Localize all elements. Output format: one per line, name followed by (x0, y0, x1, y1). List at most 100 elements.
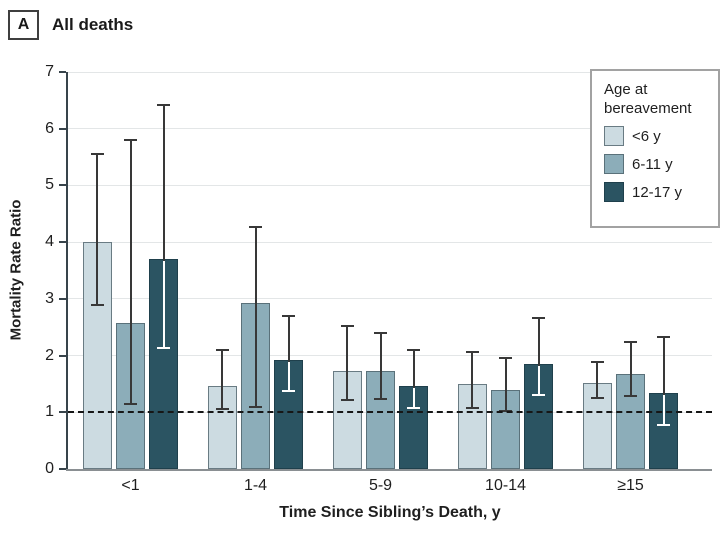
error-cap-bottom (340, 399, 354, 402)
y-axis-line (66, 72, 68, 471)
y-tick-0 (59, 468, 66, 470)
y-tick-3 (59, 297, 66, 300)
y-tick-label-0: 0 (45, 460, 54, 477)
error-cap-bottom (157, 347, 171, 350)
error-whisker-inside-bar (412, 387, 415, 409)
error-cap-top (124, 139, 137, 142)
legend-title: Age at bereavement (604, 81, 692, 117)
y-tick-2 (59, 354, 66, 357)
x-category-label-2: 5-9 (368, 477, 393, 494)
legend-item-2: 12-17 y (604, 182, 708, 202)
error-cap-top (374, 331, 387, 334)
x-axis-line (66, 469, 712, 471)
error-whisker (346, 326, 349, 401)
error-whisker (596, 362, 599, 398)
error-whisker (662, 337, 665, 425)
bar-12-17y-1 (274, 359, 304, 469)
error-cap-bottom (590, 396, 604, 399)
y-tick-5 (59, 184, 66, 187)
error-cap-top (590, 361, 604, 364)
y-tick-label-2: 2 (45, 346, 54, 364)
error-cap-top (282, 314, 296, 317)
error-cap-top (157, 103, 171, 106)
y-tick-4 (59, 241, 66, 244)
legend-swatch-2 (604, 182, 624, 202)
legend-item-1: 6-11 y (604, 154, 708, 174)
error-cap-bottom (532, 394, 546, 397)
gridline-y-3 (68, 298, 712, 300)
gridline-y-6 (68, 128, 712, 130)
error-cap-bottom (499, 409, 512, 412)
gridline-y-4 (68, 241, 712, 243)
error-cap-bottom (90, 303, 104, 306)
error-cap-bottom (624, 395, 637, 398)
gridline-y-2 (68, 355, 712, 357)
error-cap-top (249, 225, 262, 228)
error-whisker-inside-bar (537, 366, 540, 397)
legend-swatch-1 (604, 154, 624, 174)
legend-item-label-0: <6 y (632, 127, 661, 145)
legend-item-0: <6 y (604, 126, 708, 146)
y-tick-label-6: 6 (45, 119, 54, 137)
y-tick-1 (59, 411, 66, 414)
bar-<6y-2 (332, 370, 362, 469)
error-cap-bottom (215, 408, 229, 411)
error-whisker (412, 349, 415, 408)
error-cap-top (532, 317, 546, 320)
error-cap-bottom (124, 402, 137, 405)
x-category-label-1: 1-4 (243, 477, 268, 494)
error-cap-bottom (657, 423, 671, 426)
error-cap-top (624, 340, 637, 343)
x-axis-title: Time Since Sibling’s Death, y (279, 504, 501, 521)
error-cap-top (90, 153, 104, 156)
y-tick-6 (59, 127, 66, 130)
error-cap-bottom (249, 405, 262, 408)
error-cap-top (657, 336, 671, 339)
gridline-y-5 (68, 184, 712, 186)
y-tick-label-1: 1 (45, 403, 54, 421)
error-cap-top (340, 325, 354, 328)
x-category-label-0: <1 (121, 477, 140, 494)
error-whisker (471, 351, 474, 408)
legend-box: Age at bereavement <6 y 6-11 y 12-17 y (590, 69, 720, 228)
y-tick-7 (59, 71, 66, 73)
y-axis-title: Mortality Rate Ratio (7, 199, 25, 341)
error-cap-bottom (282, 389, 296, 392)
panel-letter: A (17, 16, 30, 33)
y-tick-label-5: 5 (45, 176, 54, 194)
legend-swatch-0 (604, 126, 624, 146)
error-cap-top (465, 350, 479, 353)
error-whisker (537, 318, 540, 396)
error-cap-top (215, 348, 229, 351)
x-category-label-3: 10-14 (485, 477, 526, 494)
plot-area (68, 71, 712, 469)
error-cap-bottom (407, 406, 421, 409)
error-whisker (254, 226, 257, 407)
error-whisker (162, 104, 165, 349)
error-whisker-inside-bar (662, 395, 665, 426)
error-whisker (379, 332, 382, 399)
reference-dashed-line (68, 411, 712, 414)
error-cap-top (407, 348, 421, 351)
error-whisker (504, 358, 507, 411)
panel-title: All deaths (52, 15, 134, 34)
legend-items: <6 y 6-11 y 12-17 y (604, 126, 708, 202)
error-whisker (221, 349, 224, 410)
error-whisker (96, 154, 99, 305)
error-whisker-inside-bar (162, 261, 165, 350)
error-whisker (629, 341, 632, 397)
legend-item-label-1: 6-11 y (632, 155, 673, 173)
gridline-y-7 (68, 71, 712, 73)
error-whisker (287, 315, 290, 391)
error-cap-top (499, 357, 512, 360)
y-tick-label-3: 3 (45, 289, 54, 307)
legend-item-label-2: 12-17 y (632, 183, 683, 201)
y-tick-label-7: 7 (45, 63, 54, 80)
y-tick-label-4: 4 (45, 233, 54, 251)
error-cap-bottom (374, 397, 387, 400)
panel-letter-box: A (8, 10, 39, 40)
error-whisker-inside-bar (287, 361, 290, 392)
x-category-label-4: ≥15 (617, 477, 644, 494)
error-cap-bottom (465, 406, 479, 409)
